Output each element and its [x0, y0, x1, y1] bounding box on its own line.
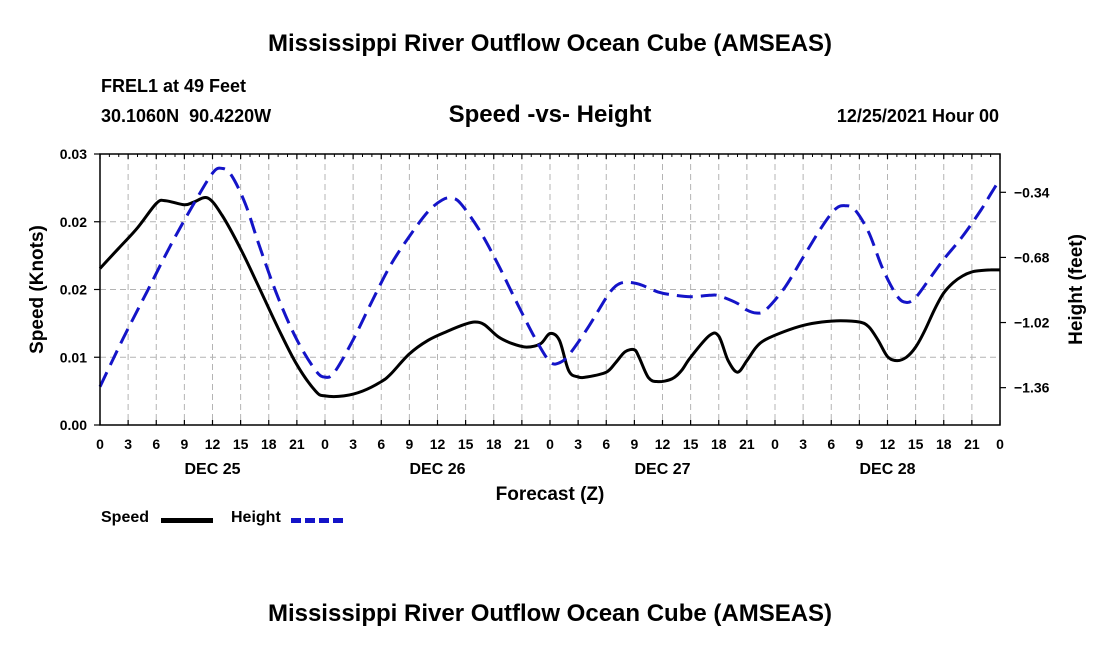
x-tick-label: 0: [321, 436, 329, 452]
x-tick-label: 9: [405, 436, 413, 452]
series-layer: [98, 166, 1002, 398]
y-tick-label: 0.01: [60, 349, 87, 365]
legend-height-swatch: [291, 518, 343, 523]
x-tick-label: 12: [880, 436, 896, 452]
y-tick-label: 0.02: [60, 282, 87, 298]
x-tick-label: 0: [96, 436, 104, 452]
y-tick-label: 0.02: [60, 214, 87, 230]
x-tick-label: 0: [771, 436, 779, 452]
x-tick-label: 21: [289, 436, 305, 452]
y2-tick-label: −1.36: [1014, 380, 1050, 396]
x-tick-label: 12: [655, 436, 671, 452]
x-tick-label: 15: [233, 436, 249, 452]
y2-tick-label: −0.34: [1014, 184, 1050, 200]
x-tick-label: 21: [964, 436, 980, 452]
axes: 0 3 6 9 12 15 18 21 0 3 6 9 12 15 18 21 0 3 6 9 12 15 18 21 0 3 6 9…: [27, 146, 1087, 505]
x-tick-label: 6: [377, 436, 385, 452]
date-label: 12/25/2021 Hour 00: [836, 106, 999, 126]
x-tick-label: 3: [799, 436, 807, 452]
y2-axis-title: Height (feet): [1066, 234, 1087, 345]
chart-subtitle: Speed -vs- Height: [448, 101, 652, 128]
main-title: Mississippi River Outflow Ocean Cube (AM…: [267, 30, 833, 57]
x-tick-label: 12: [430, 436, 446, 452]
x-tick-label: 9: [630, 436, 638, 452]
day-label: DEC 27: [634, 461, 690, 478]
x-axis-title: Forecast (Z): [496, 484, 605, 505]
x-tick-label: 18: [261, 436, 277, 452]
x-tick-label: 21: [514, 436, 530, 452]
day-label: DEC 26: [409, 461, 465, 478]
coordinates-label: 30.1060N 90.4220W: [101, 106, 272, 126]
x-tick-label: 9: [180, 436, 188, 452]
y-axis-title: Speed (Knots): [27, 225, 48, 354]
speed-series-line: [98, 196, 1001, 398]
x-tick-label: 18: [711, 436, 727, 452]
station-label: FREL1 at 49 Feet: [101, 76, 247, 96]
x-tick-label: 9: [855, 436, 863, 452]
x-tick-label: 15: [683, 436, 699, 452]
x-tick-label: 6: [827, 436, 835, 452]
bottom-title: Mississippi River Outflow Ocean Cube (AM…: [267, 600, 833, 627]
x-tick-label: 6: [152, 436, 160, 452]
day-label: DEC 25: [184, 461, 240, 478]
height-series-line: [98, 166, 1002, 388]
x-tick-label: 3: [574, 436, 582, 452]
x-tick-label: 3: [349, 436, 357, 452]
legend-speed-swatch: [161, 518, 213, 523]
y-tick-label: 0.03: [60, 146, 87, 162]
legend-speed-label: Speed: [101, 509, 150, 526]
x-tick-label: 15: [458, 436, 474, 452]
x-tick-label: 18: [486, 436, 502, 452]
day-label: DEC 28: [859, 461, 915, 478]
x-tick-label: 21: [739, 436, 755, 452]
x-tick-label: 12: [205, 436, 221, 452]
y2-tick-label: −1.02: [1014, 315, 1050, 331]
x-tick-label: 18: [936, 436, 952, 452]
x-tick-label: 6: [602, 436, 610, 452]
x-tick-label: 3: [124, 436, 132, 452]
x-tick-label: 0: [546, 436, 554, 452]
legend-height-label: Height: [231, 509, 281, 526]
grid: [100, 154, 1000, 425]
x-tick-label: 15: [908, 436, 924, 452]
y-tick-label: 0.00: [60, 417, 87, 433]
x-tick-label: 0: [996, 436, 1004, 452]
y2-tick-label: −0.68: [1014, 249, 1050, 265]
